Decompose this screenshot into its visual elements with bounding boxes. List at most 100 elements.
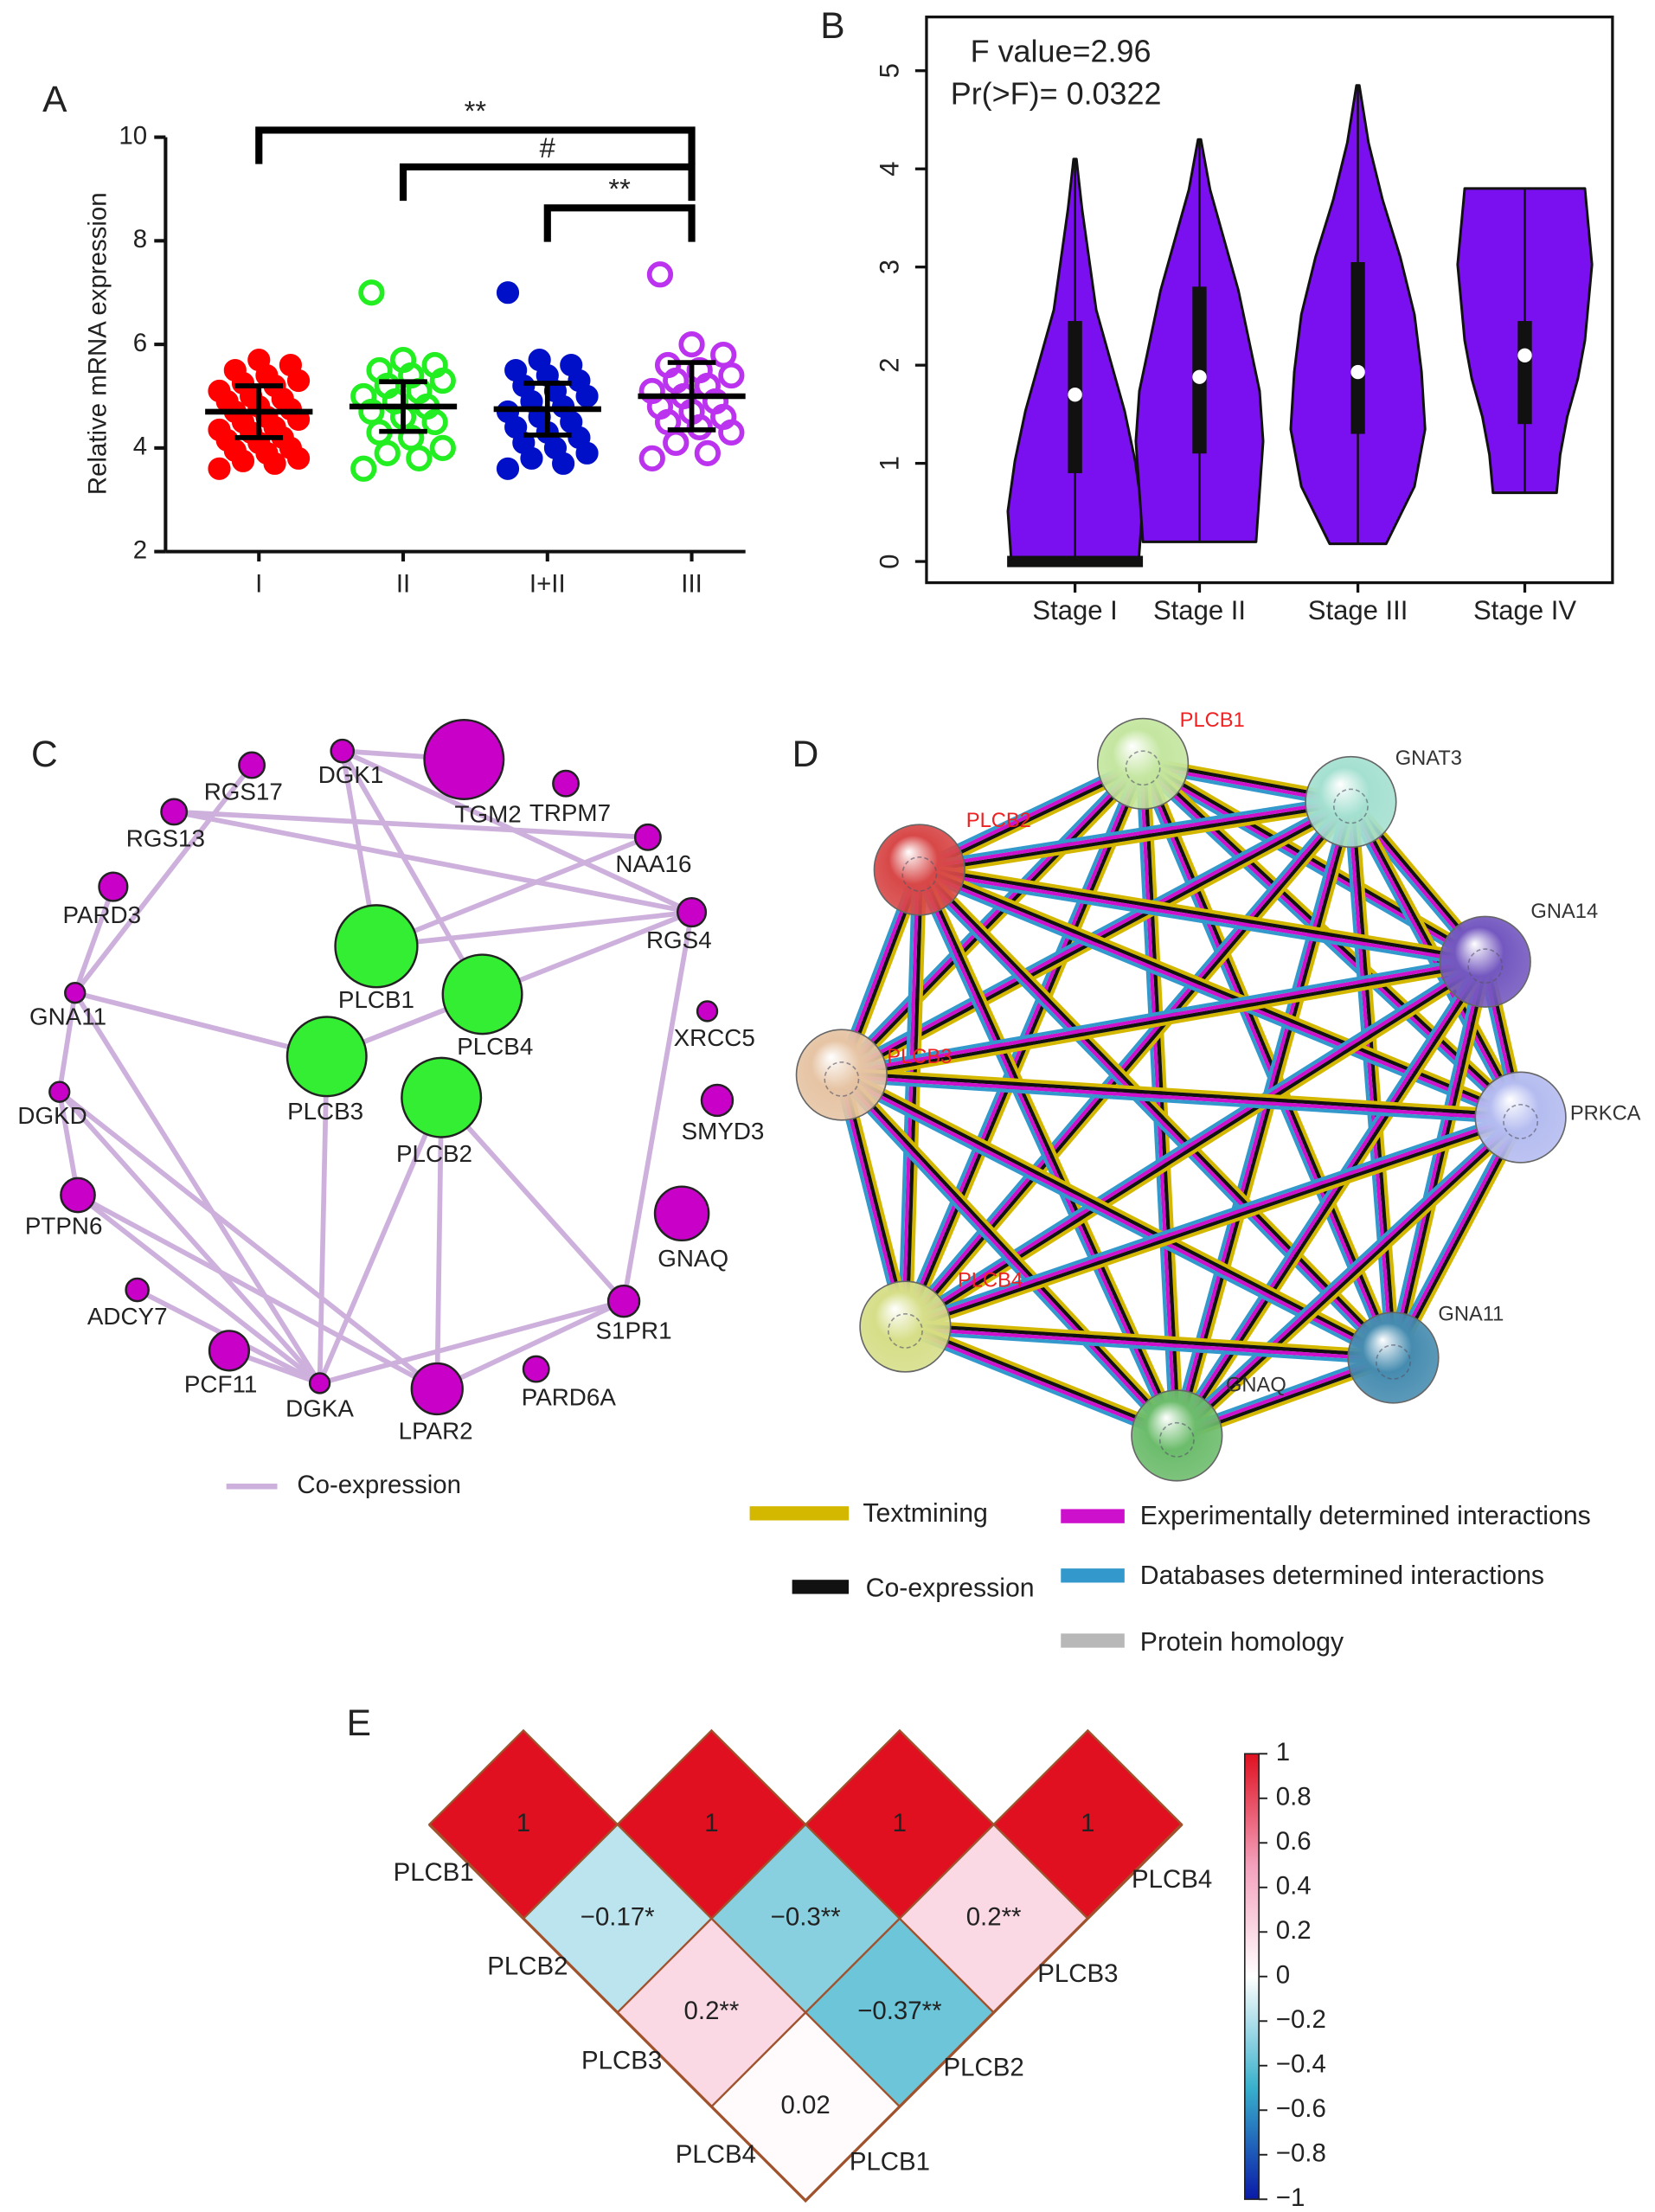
- gene-node: [522, 1355, 550, 1383]
- gene-label: PLCB1: [338, 986, 414, 1013]
- interaction-stripe: [841, 1071, 1521, 1118]
- y-tick-label: 3: [874, 260, 904, 274]
- interaction-stripe: [1343, 802, 1390, 1359]
- gene-node: [60, 1177, 96, 1214]
- protein-structure: [901, 856, 938, 892]
- interaction-stripe: [918, 794, 1350, 867]
- interaction-stripe: [1143, 760, 1487, 962]
- zero-bar: [1007, 555, 1144, 567]
- gene-label: DGK1: [318, 761, 384, 788]
- co-expression-edge: [375, 835, 649, 949]
- interaction-stripe: [841, 958, 1485, 1075]
- data-point: [686, 356, 713, 384]
- interaction-stripe: [841, 961, 1486, 1079]
- sd-bar: [234, 383, 284, 440]
- y-tick-label: 6: [133, 329, 147, 357]
- interaction-stripe: [836, 1077, 1175, 1441]
- gene-label: PLCB3: [287, 1098, 363, 1125]
- data-point: [247, 348, 271, 372]
- interaction-stripe: [901, 869, 920, 1327]
- protein-structure: [1125, 750, 1161, 786]
- gene-label: PARD3: [63, 901, 142, 928]
- interaction-stripe: [914, 872, 1391, 1363]
- protein-label: PLCB1: [1180, 709, 1245, 732]
- y-axis-label: Relative mRNA expression: [83, 192, 112, 495]
- gene-label: SMYD3: [682, 1118, 765, 1144]
- cell-value-label: −0.3**: [771, 1903, 841, 1932]
- co-expression-edge: [73, 886, 116, 994]
- interaction-stripe: [1179, 1119, 1526, 1441]
- row-label: PLCB1: [394, 1858, 474, 1887]
- interaction-stripe: [1136, 765, 1390, 1361]
- x-tick-label: Stage II: [1153, 595, 1246, 625]
- interaction-stripe: [920, 805, 1352, 877]
- median-dot: [1192, 369, 1207, 384]
- co-expression-edge: [340, 749, 485, 996]
- co-expression-edge: [56, 992, 78, 1093]
- interaction-stripe: [1171, 1112, 1518, 1433]
- co-expression-edge: [76, 1192, 439, 1392]
- interaction-stripe: [1393, 961, 1489, 1359]
- gene-node: [285, 1016, 368, 1098]
- gene-label: RGS17: [204, 779, 283, 805]
- interaction-stripe: [901, 955, 1484, 1324]
- interaction-stripe: [1386, 959, 1482, 1357]
- cell-value-label: 1: [893, 1809, 907, 1837]
- data-point: [694, 439, 721, 466]
- y-tick-label: 10: [119, 121, 147, 150]
- interaction-stripe: [905, 1323, 1178, 1436]
- co-expression-edge: [375, 909, 692, 949]
- gene-node: [423, 718, 505, 800]
- triangle-outline: [428, 1823, 1184, 2203]
- colorbar-tick-label: −1: [1276, 2183, 1305, 2212]
- cell-value-label: 1: [704, 1809, 718, 1837]
- interaction-stripe: [841, 1078, 1521, 1125]
- interaction-stripe: [918, 873, 1485, 970]
- legend-label: Textmining: [863, 1499, 988, 1528]
- gene-node: [401, 1056, 483, 1138]
- data-point: [406, 445, 433, 471]
- data-point: [560, 353, 583, 377]
- colorbar-tick-label: −0.4: [1276, 2050, 1326, 2079]
- interaction-stripe: [1177, 961, 1489, 1438]
- gene-node: [98, 871, 129, 902]
- data-point: [663, 429, 690, 456]
- data-point: [528, 348, 551, 372]
- protein-label: GNAT3: [1395, 747, 1462, 770]
- gene-label: DGKD: [17, 1102, 87, 1129]
- interaction-stripe: [919, 798, 1351, 870]
- x-tick-label: I: [255, 570, 262, 599]
- data-point: [654, 351, 682, 379]
- interaction-stripe: [1354, 801, 1401, 1358]
- data-point: [646, 261, 674, 288]
- interaction-stripe: [840, 954, 1485, 1072]
- protein-node: [1347, 1311, 1440, 1404]
- gene-node: [633, 823, 662, 851]
- interaction-stripe: [1396, 962, 1493, 1360]
- interaction-stripe: [1139, 763, 1394, 1360]
- data-point: [358, 279, 385, 306]
- gene-label: GNA11: [29, 1003, 106, 1029]
- cell-value-label: −0.37**: [857, 1997, 941, 2025]
- co-expression-edge: [317, 1056, 330, 1384]
- protein-node: [873, 824, 965, 916]
- data-point: [718, 362, 745, 389]
- interaction-stripe: [844, 1069, 1183, 1433]
- interaction-stripe: [905, 1323, 1394, 1358]
- data-point: [421, 351, 448, 379]
- data-point: [504, 358, 528, 382]
- x-tick-label: Stage I: [1032, 595, 1117, 625]
- protein-structure: [1158, 1421, 1195, 1458]
- legend-label: Experimentally determined interactions: [1140, 1502, 1591, 1530]
- interaction-stripe: [905, 869, 924, 1327]
- gene-node: [653, 1185, 710, 1242]
- protein-structure: [887, 1313, 923, 1349]
- protein-structure: [1503, 1104, 1539, 1139]
- legend-label: Co-expression: [297, 1471, 461, 1499]
- protein-structure: [1467, 948, 1504, 984]
- colorbar: [1243, 1753, 1260, 2201]
- interaction-stripe: [1177, 1117, 1523, 1439]
- data-point: [496, 457, 520, 480]
